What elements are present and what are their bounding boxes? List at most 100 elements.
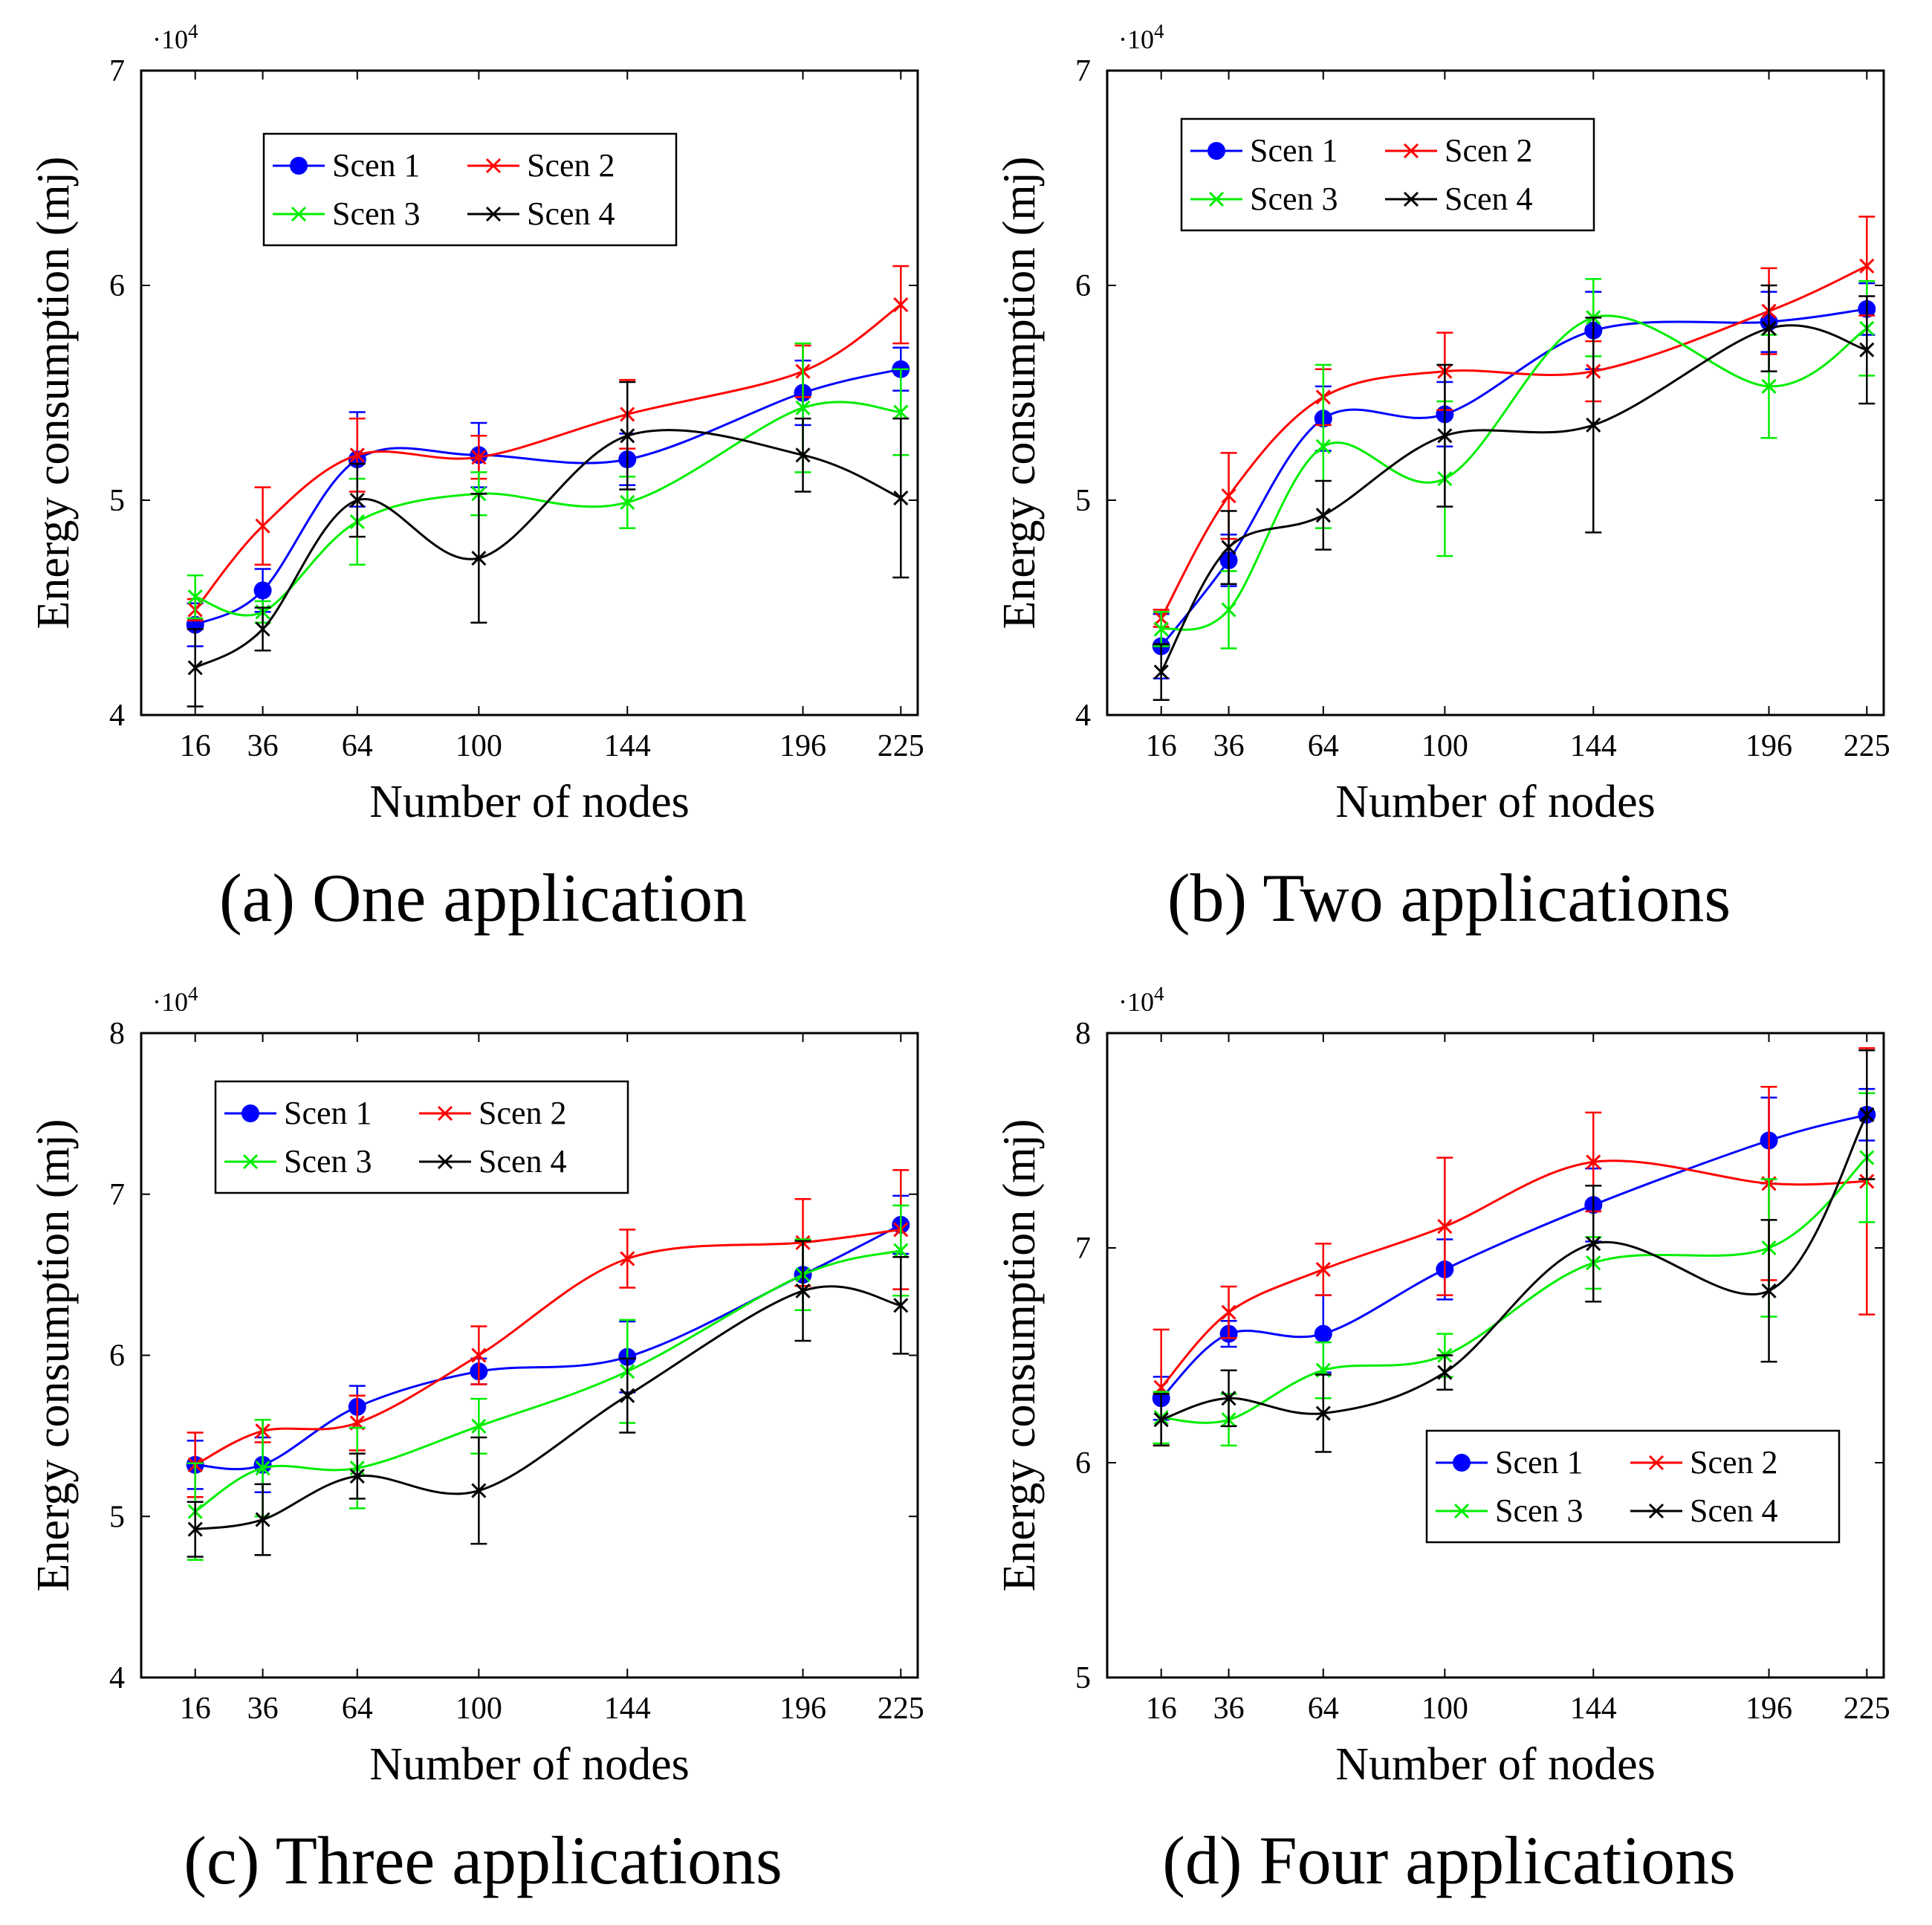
data-point bbox=[795, 400, 811, 415]
legend-box bbox=[262, 132, 678, 247]
data-point bbox=[1314, 1324, 1332, 1343]
y-tick-label: 6 bbox=[109, 1339, 125, 1374]
series-line bbox=[1160, 308, 1867, 647]
series-4 bbox=[1153, 284, 1876, 702]
legend-label: Scen 1 bbox=[1250, 132, 1338, 169]
legend-item: Scen 4 bbox=[1385, 181, 1533, 217]
legend-item: Scen 2 bbox=[1630, 1444, 1778, 1481]
legend-item: Scen 1 bbox=[1190, 132, 1338, 169]
plot-frame bbox=[1106, 69, 1885, 716]
data-point bbox=[471, 1348, 487, 1363]
x-tick-label: 16 bbox=[180, 729, 211, 763]
data-point bbox=[471, 1418, 487, 1434]
caption-a: (a) One application bbox=[218, 860, 748, 936]
legend-label: Scen 2 bbox=[479, 1095, 567, 1131]
legend-label: Scen 4 bbox=[1445, 181, 1533, 217]
series-line bbox=[195, 1228, 901, 1466]
chart-b-svg: 4 5 6 7 ·104 16 36 64 100 144 196 225 Number of node… bbox=[994, 20, 1890, 827]
y-tick-label: 5 bbox=[1075, 1661, 1091, 1695]
series-line bbox=[195, 1223, 901, 1471]
series-line bbox=[194, 429, 901, 669]
data-point bbox=[1761, 1283, 1777, 1298]
data-point bbox=[349, 492, 365, 508]
x-tick-label: 100 bbox=[1422, 729, 1468, 763]
series-4 bbox=[1153, 1049, 1876, 1453]
data-point bbox=[187, 589, 203, 605]
x-axis-label: Number of nodes bbox=[1335, 777, 1655, 827]
data-point bbox=[255, 621, 270, 637]
y-tick-label: 7 bbox=[1075, 54, 1091, 88]
caption-b: (b) Two applications bbox=[1167, 860, 1731, 936]
data-point bbox=[620, 494, 635, 510]
caption-d: (d) Four applications bbox=[1162, 1822, 1736, 1898]
legend-box bbox=[214, 1080, 629, 1194]
legend: Scen 1 Scen 2 Scen 3 Scen 4 bbox=[262, 132, 678, 247]
y-tick-label: 7 bbox=[109, 1178, 125, 1212]
data-point bbox=[1221, 488, 1236, 504]
series-line bbox=[194, 303, 902, 611]
data-point bbox=[620, 1251, 635, 1266]
legend-marker bbox=[290, 157, 308, 175]
data-point bbox=[893, 1298, 909, 1313]
series-3 bbox=[1153, 278, 1876, 650]
data-point bbox=[795, 1283, 811, 1298]
legend-marker bbox=[485, 206, 502, 222]
legend-marker bbox=[1453, 1454, 1471, 1472]
series-2 bbox=[1153, 216, 1876, 628]
legend-item: Scen 3 bbox=[1190, 181, 1338, 217]
data-point bbox=[187, 660, 203, 676]
y-exponent-sup: 4 bbox=[1154, 20, 1164, 42]
chart-panel-a: 4 5 6 7 ·104 16 36 64 100 144 196 225 Number of node… bbox=[0, 0, 966, 962]
legend-marker bbox=[1403, 143, 1419, 159]
y-tick-label: 5 bbox=[109, 484, 125, 518]
legend-item: Scen 1 bbox=[224, 1095, 372, 1131]
x-tick-label: 100 bbox=[456, 729, 502, 763]
data-point bbox=[1221, 1391, 1236, 1406]
series-line bbox=[1161, 314, 1868, 631]
legend-label: Scen 1 bbox=[1495, 1444, 1583, 1481]
legend: Scen 1 Scen 2 Scen 3 Scen 4 bbox=[1425, 1429, 1841, 1544]
data-point bbox=[1437, 1365, 1453, 1380]
y-axis-label: Energy consumption (mj) bbox=[994, 1119, 1045, 1592]
series-line bbox=[1160, 324, 1867, 673]
y-axis-label: Energy consumption (mj) bbox=[28, 1119, 79, 1592]
data-point bbox=[893, 1243, 909, 1258]
y-tick-label: 5 bbox=[109, 1500, 125, 1534]
x-tick-label: 225 bbox=[1844, 1692, 1890, 1726]
data-point bbox=[349, 1469, 365, 1484]
x-tick-label: 64 bbox=[1308, 729, 1339, 763]
data-point bbox=[893, 404, 909, 420]
x-tick-label: 196 bbox=[779, 1692, 826, 1726]
data-point bbox=[1153, 1412, 1169, 1428]
legend-label: Scen 3 bbox=[332, 195, 421, 232]
legend-marker bbox=[1453, 1503, 1470, 1519]
legend-marker bbox=[437, 1105, 453, 1122]
data-point bbox=[255, 1512, 270, 1527]
data-point bbox=[471, 550, 487, 566]
legend-box bbox=[1180, 117, 1595, 232]
y-axis-label: Energy consumption (mj) bbox=[994, 157, 1045, 630]
data-point bbox=[187, 1521, 203, 1537]
series-line bbox=[1161, 1114, 1868, 1421]
x-tick-label: 196 bbox=[1745, 729, 1792, 763]
legend-item: Scen 4 bbox=[467, 195, 615, 232]
data-point bbox=[471, 450, 487, 465]
legend-marker bbox=[1208, 191, 1225, 207]
y-axis-label: Energy consumption (mj) bbox=[28, 157, 79, 630]
series-line bbox=[195, 401, 901, 617]
series-line bbox=[195, 1285, 901, 1531]
y-exponent-label: ·104 bbox=[152, 20, 198, 54]
data-point bbox=[1221, 1304, 1236, 1320]
y-tick-label: 8 bbox=[109, 1017, 125, 1051]
plot-frame bbox=[1106, 1032, 1885, 1679]
x-tick-label: 196 bbox=[779, 729, 826, 763]
data-point bbox=[1586, 417, 1601, 433]
data-point bbox=[1859, 342, 1875, 358]
series-2 bbox=[187, 265, 910, 622]
y-tick-label: 6 bbox=[109, 269, 125, 303]
legend-box bbox=[1425, 1429, 1841, 1544]
series-line bbox=[195, 368, 901, 626]
legend-marker bbox=[1648, 1503, 1664, 1519]
data-point bbox=[1761, 378, 1777, 394]
legend-item: Scen 1 bbox=[1436, 1444, 1583, 1481]
